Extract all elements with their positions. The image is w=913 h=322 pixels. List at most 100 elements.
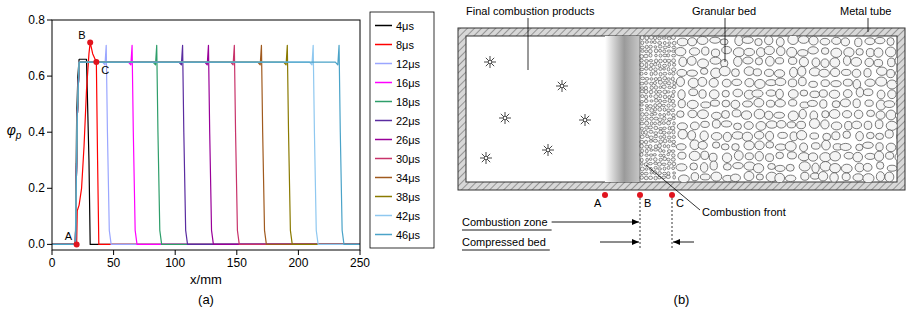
bed-particle — [653, 82, 656, 85]
bed-particle — [732, 110, 741, 117]
bed-particle — [658, 144, 662, 148]
bed-particle — [650, 86, 653, 89]
bed-particle — [659, 128, 663, 130]
bed-particle — [887, 38, 894, 46]
bed-particle — [775, 58, 783, 64]
bed-particle — [676, 164, 687, 171]
bed-particle — [732, 79, 742, 85]
bed-particle — [863, 174, 874, 182]
bed-particle — [787, 122, 796, 128]
bed-particle — [798, 66, 806, 76]
bed-particle — [650, 172, 653, 174]
bed-particle — [663, 50, 666, 53]
series-lines — [52, 42, 360, 244]
bed-particle — [671, 126, 675, 130]
x-tick-label: 100 — [165, 256, 185, 270]
bed-particle — [688, 38, 697, 46]
bed-particle — [678, 130, 687, 139]
bed-particle — [886, 152, 894, 159]
bed-particle — [697, 110, 708, 119]
bed-particle — [885, 47, 895, 57]
bed-particle — [659, 130, 663, 134]
product-icon — [499, 112, 511, 124]
bed-particle — [649, 67, 653, 70]
bed-particle — [641, 113, 645, 117]
diagram-point — [669, 192, 675, 198]
tube-contents — [480, 36, 897, 182]
bed-particle — [671, 54, 675, 56]
bed-particle — [856, 144, 863, 151]
x-tick-label: 150 — [227, 256, 247, 270]
bed-particle — [662, 131, 666, 134]
bed-particle — [775, 144, 786, 150]
bed-particle — [865, 153, 875, 159]
bed-particle — [658, 168, 662, 170]
bed-particle — [721, 121, 732, 127]
bed-particle — [710, 37, 721, 43]
product-icon-core — [560, 84, 564, 88]
bed-particle — [654, 176, 657, 180]
product-icon-core — [546, 148, 550, 152]
arrow-line — [673, 242, 694, 243]
bed-particle — [789, 100, 797, 106]
bed-particle — [671, 144, 675, 147]
product-icon — [484, 56, 496, 68]
bed-particle — [659, 86, 662, 88]
bed-particle — [856, 88, 864, 97]
bed-particle — [640, 46, 644, 49]
bed-particle — [821, 120, 829, 129]
bed-particle — [801, 172, 809, 180]
bed-particle — [830, 152, 841, 161]
bed-particle — [698, 141, 707, 149]
bed-particle — [668, 73, 671, 75]
annotation-label: B — [78, 29, 85, 41]
bed-particle — [644, 130, 647, 134]
bed-particle — [764, 46, 774, 54]
bed-particle — [673, 81, 676, 85]
bed-particle — [645, 145, 649, 148]
x-tick-label: 50 — [107, 256, 121, 270]
bed-particle — [650, 78, 653, 81]
bed-particle — [842, 173, 850, 181]
bed-particle — [671, 77, 674, 81]
bed-particle — [808, 153, 817, 161]
bed-particle — [663, 135, 666, 138]
x-tick — [113, 250, 114, 255]
bed-particle — [831, 122, 842, 130]
bed-particle — [742, 132, 752, 141]
bed-particle — [775, 100, 785, 107]
bed-particle — [672, 154, 676, 157]
bed-particle — [776, 47, 784, 56]
bed-particle — [667, 150, 671, 153]
bed-particle — [654, 104, 657, 108]
bed-particle — [650, 82, 653, 85]
bed-particle — [699, 90, 706, 98]
bed-particle — [733, 89, 743, 97]
y-tick-label: 0.0 — [28, 237, 45, 251]
bed-particle — [640, 135, 644, 138]
bed-particle — [640, 167, 644, 171]
bed-particle — [649, 95, 652, 97]
x-tick-label: 250 — [350, 256, 370, 270]
bed-particle — [876, 172, 884, 182]
bed-particle — [672, 130, 675, 134]
bed-particle — [876, 77, 887, 86]
bed-particle — [896, 98, 897, 107]
bed-particle — [654, 122, 657, 125]
bed-particle — [776, 89, 784, 98]
bed-particle — [820, 38, 830, 45]
panel-letter: (a) — [198, 292, 214, 307]
bed-particle — [662, 64, 666, 67]
bed-particle — [672, 59, 676, 63]
bed-particle — [668, 45, 671, 47]
bed-particle — [896, 132, 897, 142]
bed-particle — [822, 111, 829, 118]
legend-swatch — [375, 82, 392, 84]
bed-particle — [658, 108, 662, 112]
legend-swatch — [375, 139, 392, 141]
bed-particle — [701, 102, 711, 108]
bed-particle — [645, 45, 648, 48]
bed-particle — [645, 168, 648, 170]
bed-particle — [866, 132, 874, 138]
bed-particle — [741, 111, 751, 119]
